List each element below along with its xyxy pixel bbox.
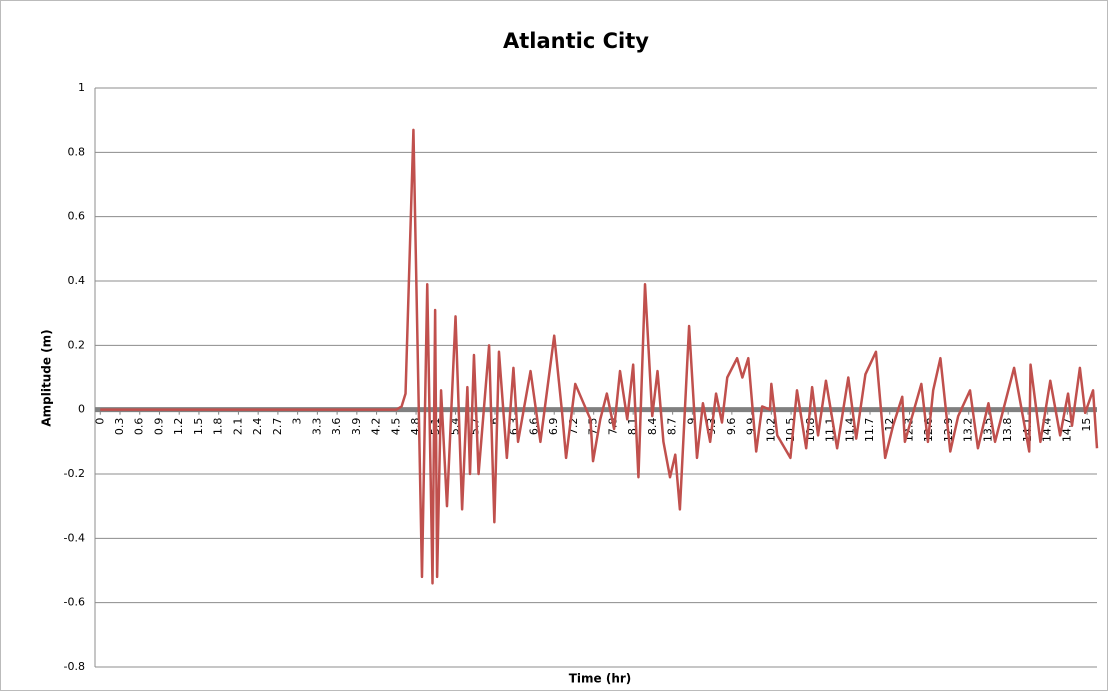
x-tick-label: 0.3 <box>113 418 126 436</box>
x-tick-label: 2.4 <box>251 418 264 436</box>
y-tick-label: -0.6 <box>64 596 85 609</box>
y-tick-label: 0.8 <box>68 145 86 158</box>
x-tick-label: 1.8 <box>212 418 225 436</box>
x-tick-label: 13.8 <box>1001 418 1014 443</box>
x-tick-label: 13.2 <box>962 418 975 443</box>
x-tick-label: 14.7 <box>1060 418 1073 443</box>
x-tick-label: 0 <box>93 418 106 425</box>
y-tick-label: -0.2 <box>64 467 85 480</box>
x-tick-label: 4.5 <box>389 418 402 436</box>
y-axis-title: Amplitude (m) <box>40 329 54 426</box>
x-tick-label: 3.9 <box>350 418 363 436</box>
y-tick-label: 0.4 <box>68 274 86 287</box>
x-tick-label: 10.2 <box>764 418 777 443</box>
chart-title: Atlantic City <box>503 29 649 53</box>
x-tick-label: 1.5 <box>192 418 205 436</box>
x-tick-label: 9 <box>685 418 698 425</box>
x-tick-label: 4.2 <box>370 418 383 436</box>
y-tick-label: -0.4 <box>64 531 85 544</box>
x-tick-label: 8.7 <box>666 418 679 436</box>
y-tick-label: -0.8 <box>64 660 85 673</box>
x-tick-label: 6.9 <box>547 418 560 436</box>
x-tick-label: 11.7 <box>863 418 876 443</box>
x-tick-label: 0.9 <box>152 418 165 436</box>
data-line <box>100 128 1099 585</box>
x-tick-label: 8.4 <box>646 418 659 436</box>
x-axis-title: Time (hr) <box>569 672 632 686</box>
x-tick-label: 1.2 <box>172 418 185 436</box>
y-tick-label: 0.6 <box>68 210 86 223</box>
x-tick-label: 9.6 <box>725 418 738 436</box>
y-tick-label: 0 <box>78 403 85 416</box>
x-tick-label: 0.6 <box>133 418 146 436</box>
y-tick-label: 1 <box>78 81 85 94</box>
y-tick-label: 0.2 <box>68 338 86 351</box>
x-tick-label: 15 <box>1080 418 1093 432</box>
x-tick-label: 2.7 <box>271 418 284 436</box>
x-tick-label: 3 <box>291 418 304 425</box>
x-tick-label: 2.1 <box>231 418 244 436</box>
x-tick-label: 6 <box>488 418 501 425</box>
x-tick-label: 3.3 <box>310 418 323 436</box>
x-tick-label: 3.6 <box>330 418 343 436</box>
